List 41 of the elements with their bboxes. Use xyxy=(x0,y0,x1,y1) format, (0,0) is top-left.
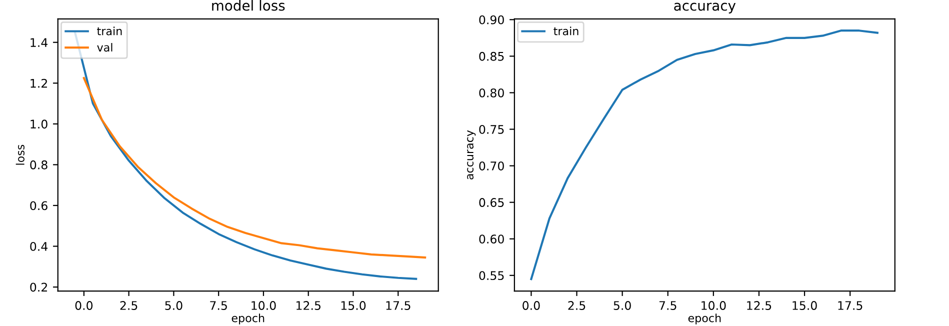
y-axis-title: accuracy xyxy=(467,130,476,180)
x-axis-title: epoch xyxy=(688,314,721,324)
x-tick-label: 7.5 xyxy=(659,301,676,310)
legend-label: train xyxy=(554,26,578,36)
y-axis-title: loss xyxy=(16,144,24,165)
y-tick-label: 0.70 xyxy=(479,162,504,170)
x-tick-label: 5.0 xyxy=(614,301,631,310)
y-tick-label: 0.60 xyxy=(479,234,504,244)
x-tick-label: 2.5 xyxy=(568,301,586,310)
chart-title: model loss xyxy=(212,0,285,11)
y-tick-label: 0.4 xyxy=(30,242,48,251)
y-tick-label: 0.2 xyxy=(30,282,47,292)
x-tick-label: 2.5 xyxy=(120,301,138,310)
x-tick-label: 7.5 xyxy=(210,301,227,310)
y-tick-label: 0.90 xyxy=(479,15,504,24)
x-tick-label: 15.0 xyxy=(792,301,817,310)
x-tick-label: 10.0 xyxy=(702,301,726,310)
x-tick-label: 10.0 xyxy=(252,301,276,310)
legend-label: val xyxy=(97,42,112,52)
y-tick-label: 0.75 xyxy=(479,124,504,134)
y-tick-label: 0.8 xyxy=(30,160,48,170)
x-tick-label: 17.5 xyxy=(386,301,410,310)
x-tick-label: 0.0 xyxy=(75,301,93,310)
y-tick-label: 0.6 xyxy=(30,201,48,210)
line-series xyxy=(82,76,426,259)
x-tick-label: 15.0 xyxy=(341,301,366,310)
y-tick-label: 1.2 xyxy=(30,78,47,88)
y-tick-label: 0.55 xyxy=(479,271,504,280)
x-axis-title: epoch xyxy=(232,314,264,324)
x-tick-label: 5.0 xyxy=(165,301,182,310)
y-tick-label: 0.65 xyxy=(479,198,504,207)
x-tick-label: 12.5 xyxy=(747,301,772,310)
chart-title: accuracy xyxy=(674,2,736,14)
y-tick-label: 0.85 xyxy=(479,52,504,61)
x-tick-label: 17.5 xyxy=(838,301,862,310)
x-tick-label: 0.0 xyxy=(522,301,540,310)
y-tick-label: 1.0 xyxy=(30,120,48,129)
y-tick-label: 0.80 xyxy=(479,88,504,98)
legend-label: train xyxy=(97,26,122,36)
y-tick-label: 1.4 xyxy=(30,38,48,47)
x-tick-label: 12.5 xyxy=(296,301,320,310)
